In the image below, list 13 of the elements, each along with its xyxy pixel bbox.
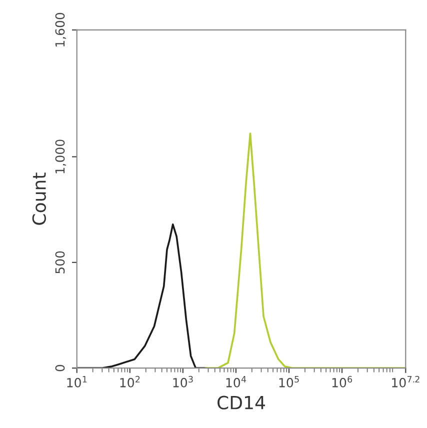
x-tick-label: 10$^{7.2}$ bbox=[392, 376, 420, 388]
x-tick-label: 10$^{6}$ bbox=[332, 376, 352, 388]
x-tick-label: 10$^{3}$ bbox=[173, 376, 193, 388]
x-tick-label: 10$^{5}$ bbox=[279, 376, 299, 388]
y-tick-label: 1,600 bbox=[55, 12, 66, 46]
y-tick-label: 0 bbox=[55, 364, 65, 372]
x-axis-title: CD14 bbox=[218, 396, 265, 410]
x-tick-label: 10$^{4}$ bbox=[226, 376, 246, 388]
x-tick-label: 10$^{1}$ bbox=[67, 376, 87, 388]
y-tick-label: 1,000 bbox=[55, 140, 66, 174]
y-tick-label: 500 bbox=[55, 251, 65, 274]
x-tick-label: 10$^{2}$ bbox=[120, 376, 140, 388]
y-axis-title: Count bbox=[32, 172, 46, 225]
